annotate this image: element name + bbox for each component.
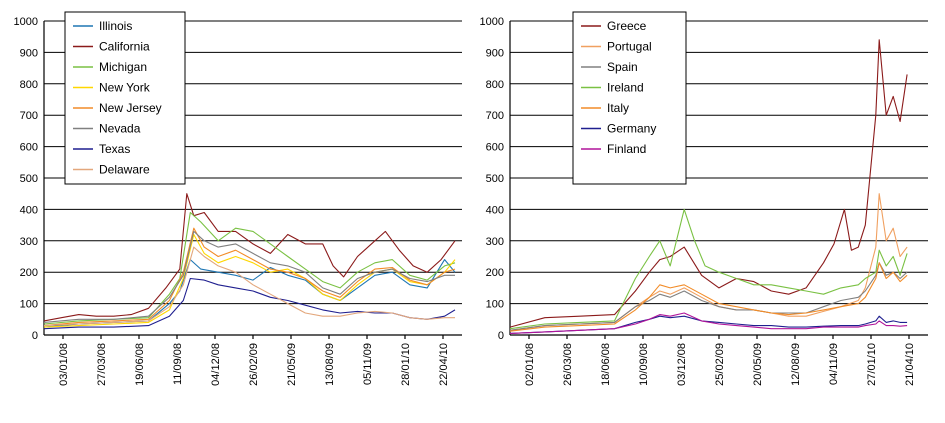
legend: Illinois California Michigan New York New Je…	[64, 11, 186, 185]
legend-label-greece: Greece	[607, 19, 647, 33]
y-tick-label-300: 300	[486, 236, 504, 248]
y-tick-label-400: 400	[20, 204, 38, 216]
series-line-greece	[509, 39, 908, 328]
legend-label-portugal: Portugal	[607, 40, 652, 54]
y-tick-label-900: 900	[486, 47, 504, 59]
x-tick-label: 21/05/09	[286, 343, 298, 386]
y-tick-label-600: 600	[486, 142, 504, 154]
x-tick-label: 12/08/09	[790, 343, 802, 386]
x-tick-label: 26/02/09	[248, 343, 260, 386]
y-tick-label-700: 700	[486, 110, 504, 122]
y-tick-label-700: 700	[20, 110, 38, 122]
x-tick-label: 27/01/10	[866, 343, 878, 386]
y-tick-label-200: 200	[486, 267, 504, 279]
y-tick-label-0: 0	[498, 330, 504, 342]
y-tick-label-500: 500	[20, 173, 38, 185]
legend-label-new-jersey: New Jersey	[99, 101, 162, 115]
series-line-germany	[509, 315, 908, 334]
x-tick-label: 04/11/09	[828, 343, 840, 385]
x-tick-label: 28/01/10	[400, 343, 412, 386]
legend-label-nevada: Nevada	[99, 122, 141, 136]
legend-label-michigan: Michigan	[99, 60, 147, 74]
y-tick-label-800: 800	[486, 79, 504, 91]
y-tick-label-900: 900	[20, 47, 38, 59]
x-tick-label: 03/01/08	[58, 343, 70, 386]
y-tick-label-100: 100	[20, 299, 38, 311]
y-tick-label-100: 100	[486, 299, 504, 311]
series-line-illinois	[43, 259, 456, 328]
legend-label-finland: Finland	[607, 142, 646, 156]
y-tick-label-400: 400	[486, 204, 504, 216]
chart-panel-2: 0 100 200 300 400 500 600 700 800 900 1000 02/01/08…	[480, 11, 928, 386]
x-tick-label: 27/03/08	[96, 343, 108, 386]
x-tick-label: 25/02/09	[714, 343, 726, 386]
x-tick-label: 03/12/08	[676, 343, 688, 386]
chart-panel-1: 0 100 200 300 400 500 600 700 800 900 1000 03/01/08…	[14, 11, 462, 386]
x-tick-label: 05/11/09	[362, 343, 374, 385]
y-tick-label-600: 600	[20, 142, 38, 154]
x-tick-label: 13/08/09	[324, 343, 336, 386]
legend-label-germany: Germany	[607, 122, 656, 136]
legend-label-new-york: New York	[99, 81, 151, 95]
series-line-ireland	[509, 208, 908, 330]
legend-label-illinois: Illinois	[99, 19, 132, 33]
y-tick-label-0: 0	[32, 330, 38, 342]
legend-box	[64, 11, 186, 185]
x-tick-label: 04/12/08	[210, 343, 222, 386]
y-tick-label-1000: 1000	[14, 16, 38, 28]
legend: Greece Portugal Spain Ireland Italy Germany Fi…	[572, 11, 687, 185]
series-line-finland	[509, 312, 908, 334]
y-tick-label-1000: 1000	[480, 16, 504, 28]
y-tick-label-300: 300	[20, 236, 38, 248]
y-tick-label-200: 200	[20, 267, 38, 279]
series-line-spain	[509, 262, 908, 331]
series-line-italy	[509, 262, 908, 332]
legend-label-italy: Italy	[607, 101, 629, 115]
series-line-delaware	[43, 246, 455, 327]
legend-label-ireland: Ireland	[607, 81, 644, 95]
series-line-california	[43, 193, 456, 322]
series-line-portugal	[509, 193, 908, 331]
legend-label-spain: Spain	[607, 60, 638, 74]
y-tick-label-800: 800	[20, 79, 38, 91]
x-tick-label: 18/06/08	[600, 343, 612, 386]
x-tick-label: 26/03/08	[562, 343, 574, 386]
legend-box	[572, 11, 687, 185]
y-tick-label-500: 500	[486, 173, 504, 185]
legend-label-texas: Texas	[99, 142, 130, 156]
legend-label-delaware: Delaware	[99, 163, 150, 177]
x-tick-label: 20/05/09	[752, 343, 764, 386]
x-tick-label: 10/09/08	[638, 343, 650, 386]
series-line-nevada	[43, 230, 455, 323]
x-tick-label: 19/06/08	[134, 343, 146, 386]
legend-label-california: California	[99, 40, 150, 54]
x-tick-label: 02/01/08	[524, 343, 536, 386]
x-tick-label: 22/04/10	[438, 343, 450, 386]
series-line-new-york	[43, 233, 456, 328]
series-line-michigan	[43, 211, 456, 325]
x-tick-label: 21/04/10	[904, 343, 916, 386]
x-tick-label: 11/09/08	[172, 343, 184, 385]
